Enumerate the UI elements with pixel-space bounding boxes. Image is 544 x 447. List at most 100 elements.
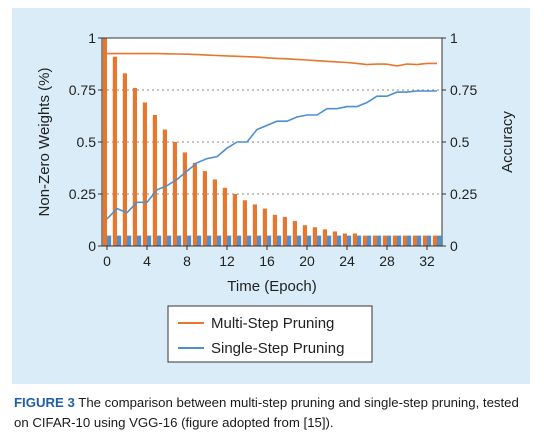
y-right-tick-label: 0 bbox=[450, 238, 458, 254]
caption-text: The comparison between multi-step prunin… bbox=[14, 395, 519, 430]
bar-multi-step bbox=[412, 235, 417, 246]
bar-multi-step bbox=[352, 233, 357, 246]
x-axis-title: Time (Epoch) bbox=[227, 278, 316, 295]
bar-single-step bbox=[207, 235, 212, 246]
bar-single-step bbox=[267, 235, 272, 246]
bar-multi-step bbox=[212, 179, 217, 246]
bar-multi-step bbox=[312, 227, 317, 246]
bars-group bbox=[102, 38, 442, 247]
bar-single-step bbox=[377, 235, 382, 246]
tick-labels: 0 4 8 12 16 20 24 28 320 00.25 0.250.5 0.50.75 0.751… bbox=[69, 30, 478, 269]
bar-multi-step bbox=[362, 235, 367, 246]
bar-multi-step bbox=[332, 231, 337, 246]
x-tick-label: 12 bbox=[219, 253, 235, 269]
bar-multi-step bbox=[392, 235, 397, 246]
x-tick-label: 32 bbox=[419, 253, 435, 269]
bar-multi-step bbox=[102, 38, 107, 246]
x-tick-label: 20 bbox=[299, 253, 315, 269]
bar-single-step bbox=[387, 235, 392, 246]
bar-multi-step bbox=[422, 235, 427, 246]
bar-single-step bbox=[247, 235, 252, 246]
bar-single-step bbox=[327, 235, 332, 246]
bar-single-step bbox=[317, 235, 322, 246]
bar-single-step bbox=[217, 235, 222, 246]
bar-single-step bbox=[137, 235, 142, 246]
bar-single-step bbox=[407, 235, 412, 246]
y-left-tick-label: 0.5 bbox=[77, 134, 97, 150]
bar-single-step bbox=[197, 235, 202, 246]
bar-multi-step bbox=[142, 102, 147, 246]
bar-multi-step bbox=[372, 235, 377, 246]
bar-multi-step bbox=[232, 194, 237, 246]
line-multi-step-accuracy bbox=[107, 52, 437, 67]
bar-single-step bbox=[107, 235, 112, 246]
legend-box bbox=[167, 305, 373, 363]
y-right-tick-label: 0.75 bbox=[450, 82, 477, 98]
bar-multi-step bbox=[322, 229, 327, 246]
bar-multi-step bbox=[192, 162, 197, 246]
bar-multi-step bbox=[292, 221, 297, 246]
x-tick-label: 0 bbox=[103, 253, 111, 269]
bar-single-step bbox=[187, 235, 192, 246]
bar-single-step bbox=[397, 235, 402, 246]
bar-single-step bbox=[427, 235, 432, 246]
figure-caption: FIGURE 3 The comparison between multi-st… bbox=[14, 393, 534, 433]
bar-multi-step bbox=[382, 235, 387, 246]
bar-single-step bbox=[147, 235, 152, 246]
y-axis-title-right: Accuracy bbox=[499, 111, 516, 173]
bar-single-step bbox=[307, 235, 312, 246]
bar-single-step bbox=[127, 235, 132, 246]
y-left-tick-label: 0.75 bbox=[69, 82, 96, 98]
bar-multi-step bbox=[432, 235, 437, 246]
bar-multi-step bbox=[282, 216, 287, 246]
bar-multi-step bbox=[172, 142, 177, 246]
x-tick-label: 4 bbox=[143, 253, 151, 269]
bar-single-step bbox=[357, 235, 362, 246]
legend-label-multi-step: Multi-Step Pruning bbox=[211, 315, 334, 332]
line-single-step-accuracy bbox=[106, 90, 437, 220]
bar-multi-step bbox=[152, 114, 157, 247]
x-tick-label: 16 bbox=[259, 253, 275, 269]
bar-single-step bbox=[367, 235, 372, 246]
bar-multi-step bbox=[342, 233, 347, 246]
bar-multi-step bbox=[402, 235, 407, 246]
bar-single-step bbox=[337, 235, 342, 246]
x-tick-label: 24 bbox=[339, 253, 355, 269]
x-tick-label: 28 bbox=[379, 253, 395, 269]
bar-single-step bbox=[277, 235, 282, 246]
y-left-tick-label: 0.25 bbox=[69, 186, 96, 202]
y-right-tick-label: 0.5 bbox=[450, 134, 470, 150]
bar-multi-step bbox=[262, 208, 267, 246]
bar-single-step bbox=[297, 235, 302, 246]
y-right-tick-label: 1 bbox=[450, 30, 458, 46]
bar-multi-step bbox=[302, 225, 307, 246]
bar-multi-step bbox=[112, 56, 117, 246]
bar-single-step bbox=[287, 235, 292, 246]
bar-single-step bbox=[237, 235, 242, 246]
y-left-tick-label: 0 bbox=[88, 238, 96, 254]
legend-label-single-step: Single-Step Pruning bbox=[211, 340, 344, 357]
bar-single-step bbox=[257, 235, 262, 246]
bar-single-step bbox=[167, 235, 172, 246]
bar-multi-step bbox=[222, 187, 227, 246]
bar-single-step bbox=[117, 235, 122, 246]
bar-single-step bbox=[347, 235, 352, 246]
bar-single-step bbox=[177, 235, 182, 246]
bar-multi-step bbox=[182, 152, 187, 246]
bar-single-step bbox=[157, 235, 162, 246]
chart: 0 4 8 12 16 20 24 28 320 00.25 0.250.5 0.50.75 0.751… bbox=[36, 30, 516, 363]
x-tick-label: 8 bbox=[183, 253, 191, 269]
legend: Multi-Step Pruning Single-Step Pruning bbox=[167, 305, 373, 363]
bar-multi-step bbox=[162, 129, 167, 246]
figure-panel: 0 4 8 12 16 20 24 28 32 0 0 0.25 0.25 0.5 0.5 0.75 0.75 1… bbox=[12, 8, 530, 384]
bar-multi-step bbox=[132, 87, 137, 246]
bar-multi-step bbox=[272, 214, 277, 246]
y-right-tick-label: 0.25 bbox=[450, 186, 477, 202]
bar-multi-step bbox=[202, 171, 207, 246]
bar-multi-step bbox=[122, 73, 127, 246]
lines-group bbox=[106, 52, 437, 220]
bar-single-step bbox=[437, 235, 442, 246]
bar-single-step bbox=[227, 235, 232, 246]
caption-label: FIGURE 3 bbox=[14, 395, 75, 410]
bar-multi-step bbox=[242, 200, 247, 246]
